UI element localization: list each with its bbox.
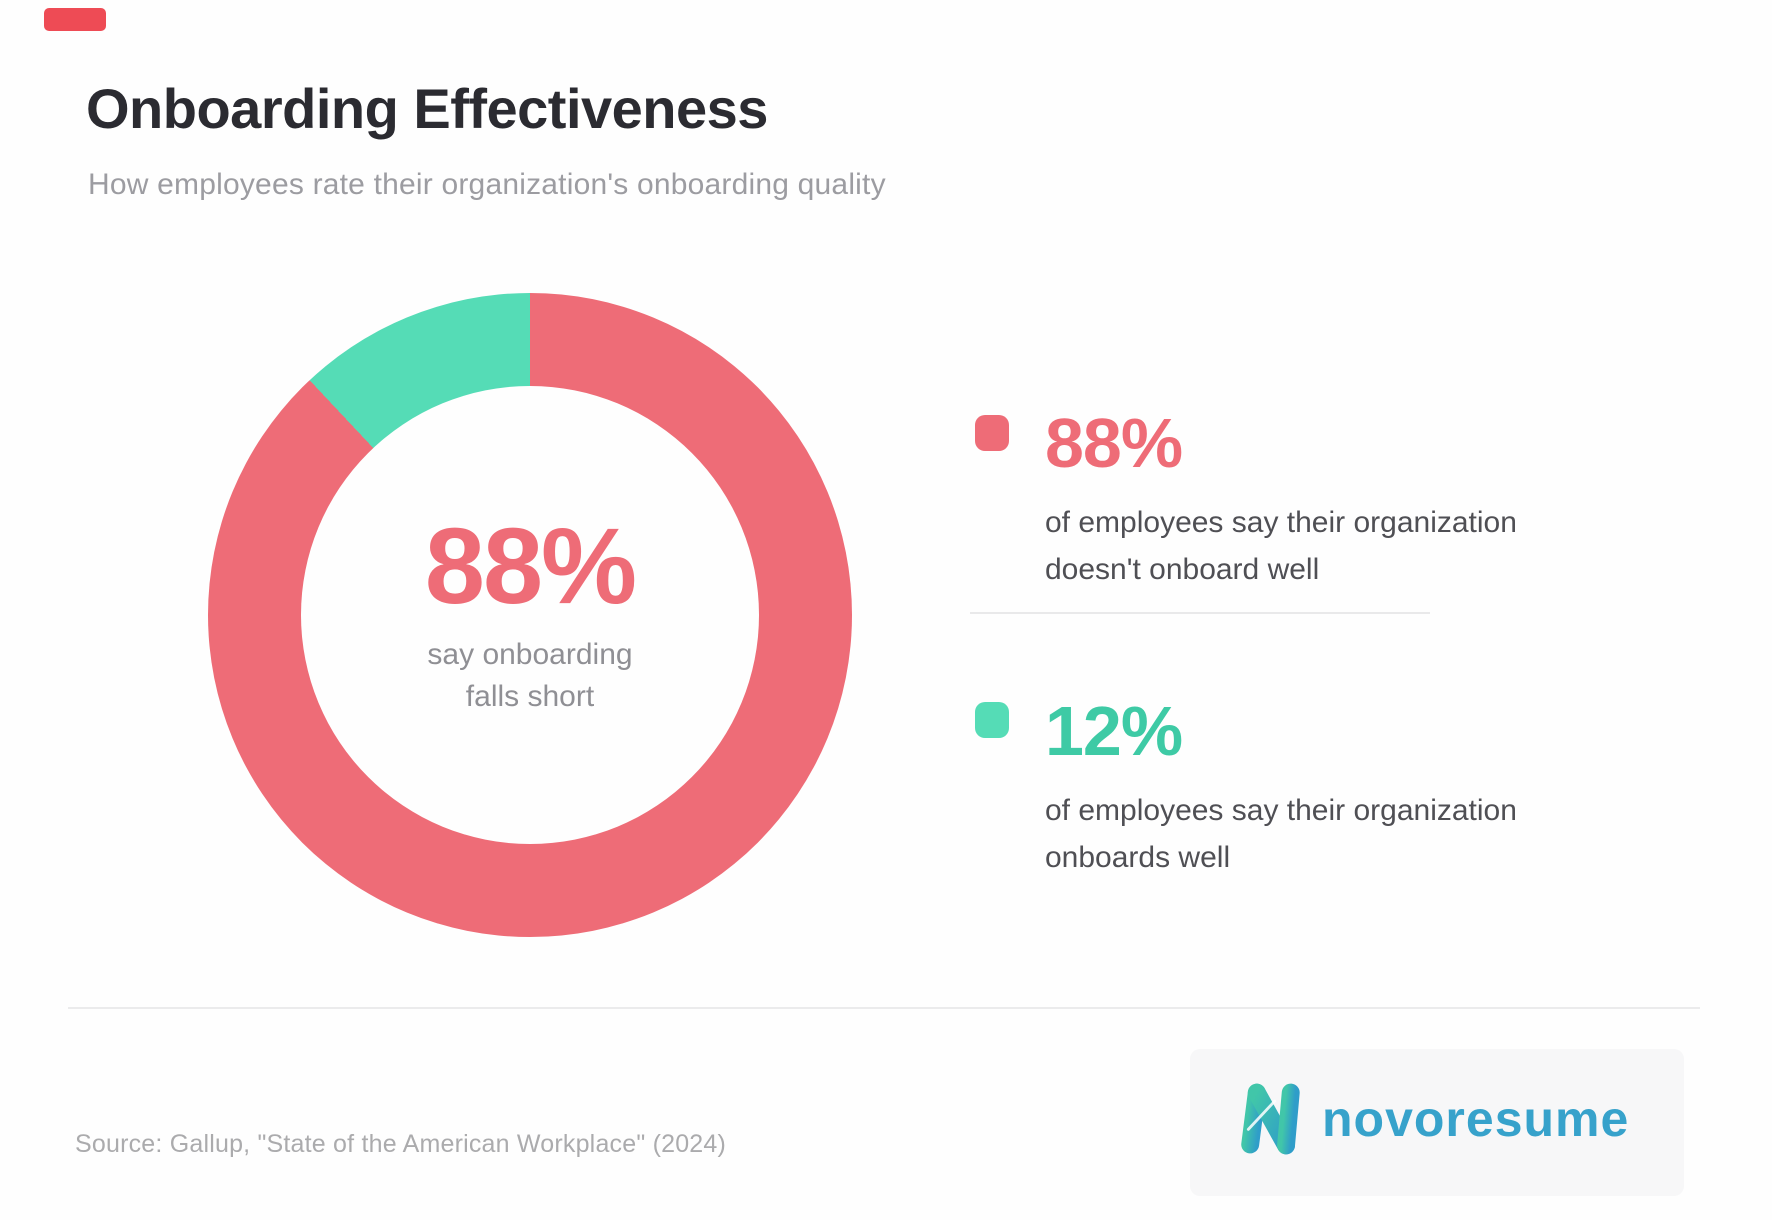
- donut-chart: 88% say onboarding falls short: [208, 293, 852, 937]
- legend-text-line1: of employees say their organization: [1045, 794, 1517, 827]
- legend-text-line1: of employees say their organization: [1045, 506, 1517, 539]
- legend-pct-doesnt-onboard: 88%: [1045, 404, 1183, 482]
- footer-divider: [68, 1007, 1700, 1009]
- legend-text-onboards-well: of employees say their organization onbo…: [1045, 788, 1517, 881]
- novoresume-wordmark: novoresume: [1322, 1091, 1630, 1147]
- page-subtitle: How employees rate their organization's …: [88, 168, 886, 201]
- legend-divider: [970, 612, 1430, 614]
- novoresume-n-icon: [1241, 1083, 1300, 1155]
- corner-accent-tag: [44, 8, 106, 31]
- donut-center-value: 88%: [424, 505, 637, 626]
- donut-center-caption: say onboarding falls short: [427, 634, 632, 718]
- donut-center: 88% say onboarding falls short: [301, 386, 759, 844]
- source-citation: Source: Gallup, "State of the American W…: [75, 1130, 727, 1158]
- legend-text-line2: doesn't onboard well: [1045, 552, 1320, 586]
- donut-caption-line2: falls short: [465, 680, 595, 713]
- donut-caption-line1: say onboarding: [427, 638, 633, 671]
- legend-swatch-onboards-well: [975, 702, 1009, 738]
- page-title: Onboarding Effectiveness: [86, 77, 768, 140]
- legend-swatch-doesnt-onboard: [975, 415, 1009, 451]
- legend-pct-onboards-well: 12%: [1045, 692, 1183, 770]
- legend-text-doesnt-onboard: of employees say their organization does…: [1045, 500, 1517, 593]
- legend-text-line2: onboards well: [1045, 840, 1231, 874]
